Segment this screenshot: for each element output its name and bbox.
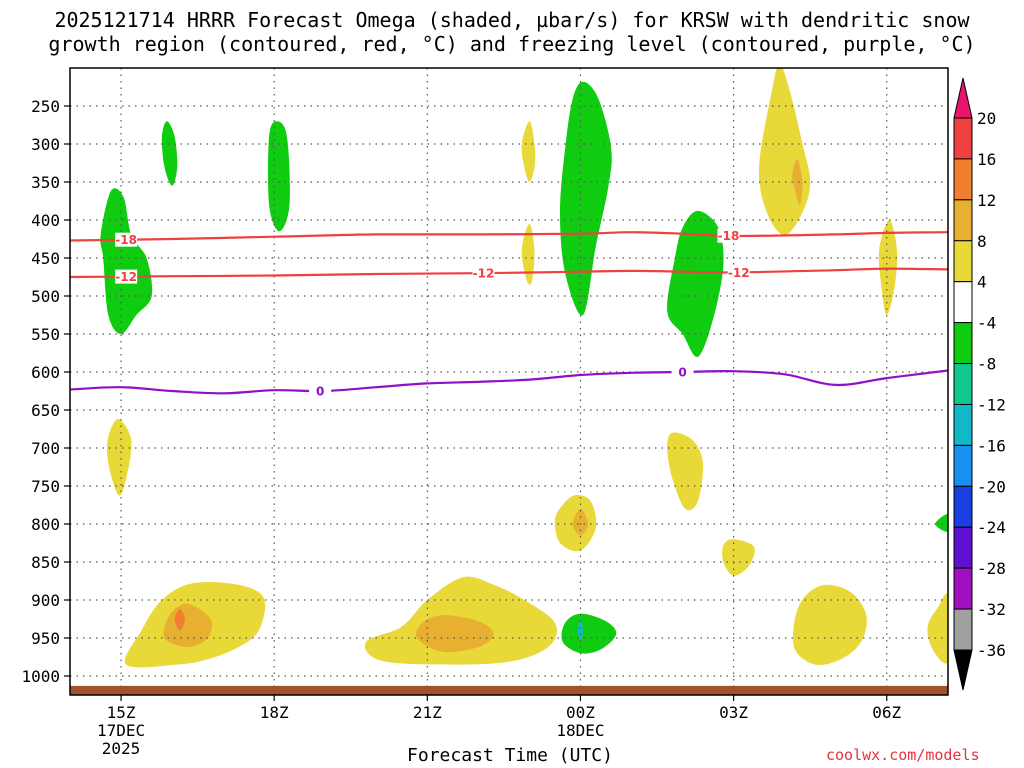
contour-dgz-minus-12: [70, 267, 948, 279]
omega-region-21: [415, 615, 494, 653]
y-tick-label-350: 350: [31, 173, 60, 192]
omega-region-13: [667, 432, 704, 511]
colorbar-label--16: -16: [977, 436, 1006, 455]
omega-region-25: [577, 619, 583, 642]
colorbar-box-1: [953, 117, 973, 160]
contour-label-dgz-minus-12-1: -12: [115, 270, 137, 284]
y-tick-label-300: 300: [31, 135, 60, 154]
x-tick-sublabel-17DEC: 17DEC: [97, 721, 145, 740]
contour-label-bg-freezing-level-0-2: [671, 365, 694, 379]
colorbar-label--36: -36: [977, 641, 1006, 660]
contour-label-freezing-level-0-1: 0: [316, 384, 324, 398]
colorbar-box-5: [953, 281, 973, 324]
x-tick-label-15Z: 15Z: [107, 703, 136, 722]
colorbar-label--4: -4: [977, 314, 996, 333]
omega-region-1: [100, 188, 153, 334]
ground-surface: [70, 685, 948, 695]
x-tick-label-03Z: 03Z: [719, 703, 748, 722]
omega-region-22: [792, 159, 803, 205]
omega-region-19: [927, 593, 948, 664]
colorbar-label--12: -12: [977, 395, 1006, 414]
x-tick-sublabel-18DEC: 18DEC: [556, 721, 604, 740]
omega-region-8: [521, 121, 536, 182]
contour-freezing-level-0: [70, 369, 948, 395]
contour-label-bg-dgz-minus-12-1: [115, 269, 138, 284]
contour-label-bg-dgz-minus-12-3: [727, 265, 750, 280]
x-tick-sublabel-2025: 2025: [102, 739, 141, 758]
colorbar-box-13: [953, 608, 973, 651]
y-tick-label-950: 950: [31, 629, 60, 648]
colorbar-box-11: [953, 526, 973, 569]
colorbar-bottom-arrow: [953, 649, 973, 691]
colorbar-box-3: [953, 199, 973, 242]
omega-region-24: [174, 609, 185, 631]
plot-frame: [69, 67, 949, 696]
x-tick-label-00Z: 00Z: [566, 703, 595, 722]
contour-label-freezing-level-0-2: 0: [678, 366, 686, 380]
contour-label-dgz-minus-18-2: -18: [718, 229, 740, 243]
omega-region-20: [163, 603, 213, 648]
colorbar-box-2: [953, 158, 973, 201]
colorbar-box-6: [953, 322, 973, 365]
y-tick-label-500: 500: [31, 287, 60, 306]
colorbar-label--8: -8: [977, 355, 996, 374]
y-tick-label-450: 450: [31, 249, 60, 268]
y-tick-label-1000: 1000: [21, 667, 60, 686]
colorbar-label-16: 16: [977, 150, 996, 169]
colorbar-label--20: -20: [977, 477, 1006, 496]
colorbar-label-20: 20: [977, 109, 996, 128]
y-tick-label-850: 850: [31, 553, 60, 572]
colorbar-box-12: [953, 567, 973, 610]
x-tick-label-06Z: 06Z: [872, 703, 901, 722]
contour-label-bg-dgz-minus-18-1: [115, 232, 138, 247]
colorbar-label--24: -24: [977, 518, 1006, 537]
y-tick-label-550: 550: [31, 325, 60, 344]
y-tick-label-750: 750: [31, 477, 60, 496]
contour-dgz-minus-18: [70, 231, 948, 242]
colorbar-label-4: 4: [977, 273, 987, 292]
omega-region-18: [792, 584, 867, 666]
y-tick-label-900: 900: [31, 591, 60, 610]
omega-region-7: [935, 514, 948, 532]
colorbar-box-4: [953, 240, 973, 283]
y-tick-label-650: 650: [31, 401, 60, 420]
omega-region-12: [107, 419, 132, 496]
contour-label-bg-dgz-minus-12-2: [472, 266, 495, 281]
omega-region-3: [267, 121, 290, 232]
credit-link[interactable]: coolwx.com/models: [826, 746, 980, 764]
y-tick-label-600: 600: [31, 363, 60, 382]
x-axis-label: Forecast Time (UTC): [407, 745, 613, 766]
colorbar-box-7: [953, 363, 973, 405]
chart-title-line-1: 2025121714 HRRR Forecast Omega (shaded, …: [54, 8, 970, 32]
colorbar-label--28: -28: [977, 559, 1006, 578]
colorbar-box-9: [953, 444, 973, 487]
x-tick-label-21Z: 21Z: [413, 703, 442, 722]
colorbar-label--32: -32: [977, 600, 1006, 619]
plot-content: -18 -18 -12 -12 -12 0 0: [70, 68, 948, 695]
contour-label-bg-freezing-level-0-1: [309, 383, 332, 398]
contour-label-dgz-minus-18-1: -18: [115, 233, 137, 247]
omega-region-4: [560, 81, 612, 316]
y-tick-label-700: 700: [31, 439, 60, 458]
y-tick-label-800: 800: [31, 515, 60, 534]
omega-region-5: [667, 210, 724, 358]
colorbar-box-8: [953, 403, 973, 446]
contour-label-bg-dgz-minus-18-2: [717, 228, 740, 243]
colorbar-box-10: [953, 485, 973, 528]
omega-region-2: [161, 121, 178, 186]
contour-label-dgz-minus-12-2: -12: [473, 267, 495, 281]
omega-region-15: [722, 539, 755, 576]
y-tick-label-400: 400: [31, 211, 60, 230]
colorbar-top-arrow: [953, 77, 973, 119]
colorbar-label-12: 12: [977, 191, 996, 210]
omega-region-9: [521, 223, 535, 285]
colorbar-label-8: 8: [977, 232, 987, 251]
y-tick-label-250: 250: [31, 97, 60, 116]
x-tick-label-18Z: 18Z: [260, 703, 289, 722]
contour-label-dgz-minus-12-3: -12: [728, 266, 750, 280]
chart-title-line-2: growth region (contoured, red, °C) and f…: [48, 32, 976, 56]
omega-region-23: [572, 508, 589, 536]
omega-region-6: [561, 613, 617, 654]
